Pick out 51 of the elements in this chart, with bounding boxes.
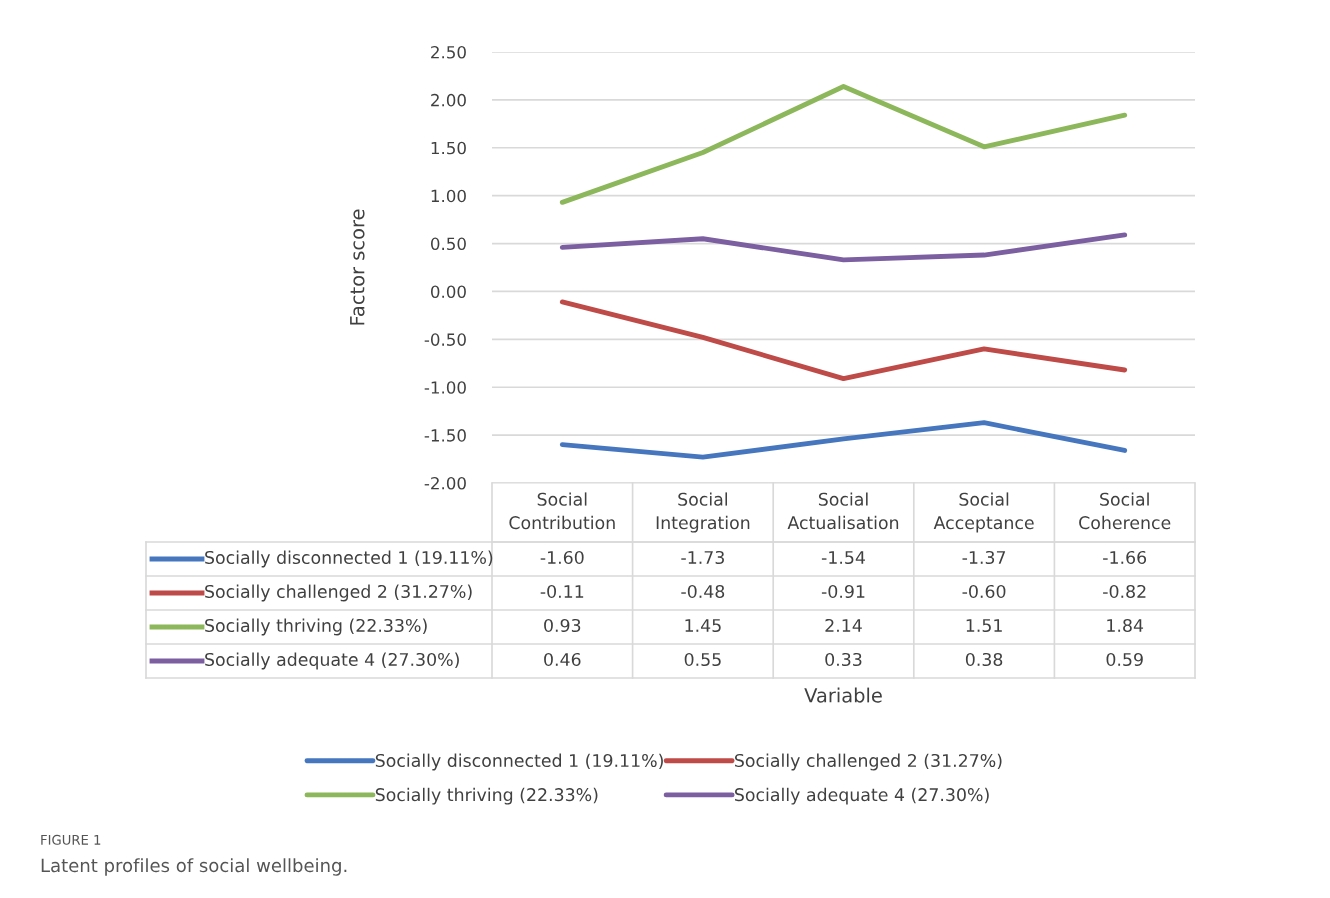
x-tick-label: Social Coherence — [1079, 492, 1171, 530]
line-series — [559, 299, 1128, 382]
data-label: -1.73 — [681, 550, 724, 565]
line-series — [559, 84, 1128, 205]
text: Variable — [804, 687, 882, 703]
legend-label: Socially adequate 4 (27.30%) — [205, 652, 459, 670]
data-label: 2.14 — [825, 618, 862, 632]
text: Latent profiles of social wellbeing. — [41, 858, 347, 876]
y-tick-label: 1.50 — [431, 141, 466, 155]
x-tick-label: Social Acceptance — [933, 492, 1034, 533]
y-tick-label: 0.50 — [430, 237, 466, 251]
y-tick-label: -1.50 — [424, 429, 466, 442]
data-label: 0.33 — [825, 652, 862, 667]
data-label: -0.11 — [540, 584, 584, 599]
legend-label: Socially challenged 2 (31.27%) — [205, 584, 472, 602]
data-label: 0.38 — [965, 652, 1003, 667]
data-label: -1.60 — [540, 550, 584, 565]
line-series — [559, 420, 1128, 460]
data-label: 0.93 — [544, 618, 581, 633]
text: Socially challenged 2 (31.27%) — [735, 753, 1002, 771]
data-label: -1.66 — [1103, 550, 1147, 565]
data-label: 1.51 — [966, 619, 1002, 633]
y-tick-label: 2.50 — [431, 45, 466, 59]
data-label: 0.46 — [544, 652, 581, 667]
x-tick-label: Social Actualisation — [787, 492, 899, 530]
data-label: 1.45 — [685, 619, 721, 633]
y-tick-label: -1.00 — [424, 381, 466, 394]
data-label: -0.82 — [1103, 584, 1146, 599]
y-tick-label: 0.00 — [430, 285, 466, 299]
data-label: 0.55 — [684, 652, 721, 667]
x-tick-label: Social Contribution — [509, 492, 615, 530]
data-label: 1.84 — [1107, 618, 1144, 633]
data-label: 0.59 — [1106, 652, 1143, 667]
text: Socially disconnected 1 (19.11%) — [375, 753, 663, 771]
x-tick-label: Social Integration — [656, 492, 750, 533]
data-label: -1.54 — [821, 551, 865, 565]
line-series — [559, 232, 1128, 263]
y-tick-label: 1.00 — [431, 189, 466, 203]
data-label: -1.37 — [962, 550, 1006, 565]
data-label: -0.48 — [681, 584, 725, 599]
data-label: -0.60 — [962, 584, 1006, 599]
y-tick-label: -0.50 — [424, 333, 466, 346]
legend-label: Socially disconnected 1 (19.11%) — [205, 550, 493, 568]
y-tick-label: 2.00 — [431, 93, 466, 107]
text: Socially thriving (22.33%) — [375, 787, 598, 805]
y-axis-title: Factor score — [350, 209, 365, 325]
y-tick-label: -2.00 — [424, 476, 466, 490]
legend-label: Socially thriving (22.33%) — [205, 618, 427, 636]
data-label: -0.91 — [821, 584, 865, 599]
text: Socially adequate 4 (27.30%) — [735, 787, 989, 805]
caption: FIGURE 1 — [41, 834, 101, 845]
